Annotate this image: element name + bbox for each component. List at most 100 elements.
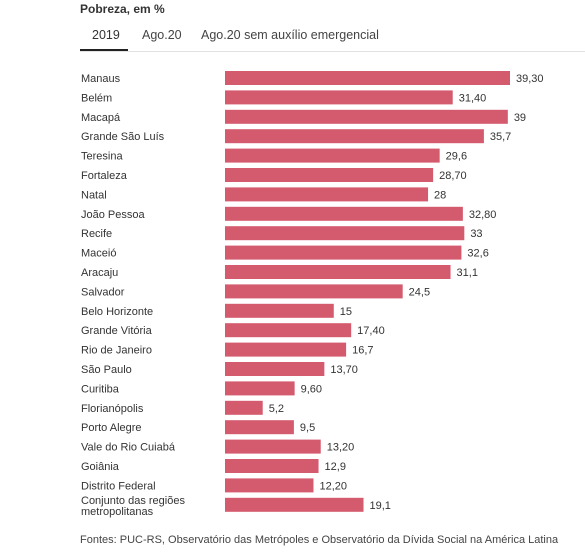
- value-label: 24,5: [409, 286, 430, 298]
- bar-row: Teresina 29,6: [81, 148, 467, 163]
- tabs-divider: [80, 51, 585, 52]
- bar: [225, 129, 484, 144]
- value-label: 28,70: [439, 170, 467, 182]
- bar: [225, 284, 403, 299]
- bar-row: Goiânia 12,9: [81, 459, 346, 473]
- bar-row: São Paulo 13,70: [81, 362, 358, 376]
- bar-row: Natal 28: [81, 187, 446, 202]
- tab-bar: 2019 Ago.20 Ago.20 sem auxílio emergenci…: [80, 22, 585, 52]
- category-label: Distrito Federal: [81, 480, 156, 492]
- bar-row: Maceió 32,6: [81, 245, 489, 260]
- value-label: 32,80: [469, 209, 497, 221]
- value-label: 17,40: [357, 325, 385, 337]
- source-note: Fontes: PUC-RS, Observatório das Metrópo…: [80, 534, 559, 546]
- category-label: Goiânia: [81, 461, 120, 473]
- value-label: 5,2: [269, 403, 284, 415]
- bar: [225, 245, 462, 260]
- bar: [225, 90, 453, 105]
- bar-row: Manaus 39,30: [81, 71, 544, 85]
- category-label: Belém: [81, 92, 112, 104]
- bar: [225, 226, 465, 241]
- category-label: Aracaju: [81, 267, 118, 279]
- bar-row: Grande São Luís 35,7: [81, 129, 511, 144]
- value-label: 12,20: [319, 480, 347, 492]
- active-tab-indicator: [80, 49, 128, 51]
- bar: [225, 478, 314, 493]
- bar: [225, 439, 321, 454]
- category-label: Grande São Luís: [81, 131, 165, 143]
- bar-row: Macapá 39: [81, 109, 526, 124]
- value-label: 19,1: [370, 500, 391, 512]
- tab-ago20-sem-auxilio[interactable]: Ago.20 sem auxílio emergencial: [201, 28, 379, 42]
- bar-row: Belo Horizonte 15: [81, 303, 352, 318]
- bar: [225, 109, 508, 124]
- bar: [225, 206, 463, 221]
- bar-row: Salvador 24,5: [81, 284, 430, 299]
- value-label: 32,6: [467, 248, 488, 260]
- value-label: 39: [514, 112, 526, 124]
- value-label: 31,40: [459, 92, 487, 104]
- bar: [225, 323, 352, 338]
- value-label: 15: [340, 306, 352, 318]
- bar-row: Recife 33: [81, 226, 483, 241]
- category-label: Florianópolis: [81, 403, 144, 415]
- category-label: Salvador: [81, 286, 125, 298]
- category-label: Porto Alegre: [81, 422, 142, 434]
- bar: [225, 459, 319, 473]
- category-label: Vale do Rio Cuiabá: [81, 442, 176, 454]
- value-label: 29,6: [446, 151, 467, 163]
- bar-row: Rio de Janeiro 16,7: [81, 342, 374, 357]
- bar: [225, 497, 364, 512]
- bar: [225, 400, 263, 415]
- value-label: 16,7: [352, 345, 373, 357]
- bar-row: Belém 31,40: [81, 90, 487, 105]
- value-label: 9,60: [301, 383, 322, 395]
- bar-row: Distrito Federal 12,20: [81, 478, 347, 493]
- bar: [225, 168, 434, 182]
- bar-row: Florianópolis 5,2: [81, 400, 284, 415]
- bar-row: Grande Vitória 17,40: [81, 323, 385, 338]
- category-label: Fortaleza: [81, 170, 128, 182]
- tab-2019[interactable]: 2019: [92, 28, 120, 42]
- bar-row: Vale do Rio Cuiabá 13,20: [81, 439, 355, 454]
- value-label: 12,9: [325, 461, 346, 473]
- category-label: São Paulo: [81, 364, 132, 376]
- bar-row: Fortaleza 28,70: [81, 168, 467, 182]
- value-label: 13,70: [330, 364, 358, 376]
- value-label: 28: [434, 189, 446, 201]
- category-label: Macapá: [81, 112, 121, 124]
- category-label: João Pessoa: [81, 209, 145, 221]
- value-label: 13,20: [327, 442, 355, 454]
- bar: [225, 265, 451, 279]
- bar-row: Porto Alegre 9,5: [81, 420, 315, 435]
- category-label: Maceió: [81, 248, 116, 260]
- bar-row: Aracaju 31,1: [81, 265, 478, 279]
- bar: [225, 381, 295, 396]
- category-label: Natal: [81, 189, 107, 201]
- bar-row: João Pessoa 32,80: [81, 206, 497, 221]
- bar: [225, 362, 325, 376]
- tab-ago20[interactable]: Ago.20: [142, 28, 182, 42]
- category-label: Rio de Janeiro: [81, 345, 152, 357]
- chart-title: Pobreza, em %: [80, 2, 165, 16]
- category-label: Curitiba: [81, 383, 120, 395]
- value-label: 31,1: [457, 267, 478, 279]
- bar: [225, 71, 510, 85]
- bar-row: Conjunto das regiões metropolitanas 19,1: [81, 495, 391, 518]
- bar: [225, 342, 347, 357]
- category-label: Manaus: [81, 73, 121, 85]
- value-label: 33: [470, 228, 482, 240]
- category-label: Recife: [81, 228, 112, 240]
- value-label: 9,5: [300, 422, 315, 434]
- bar: [225, 420, 294, 435]
- bar: [225, 148, 440, 163]
- category-label: Grande Vitória: [81, 325, 153, 337]
- bar: [225, 303, 334, 318]
- bar-row: Curitiba 9,60: [81, 381, 322, 396]
- value-label: 39,30: [516, 73, 544, 85]
- category-label: Belo Horizonte: [81, 306, 153, 318]
- category-label: Teresina: [81, 151, 123, 163]
- bar: [225, 187, 429, 202]
- category-label: Conjunto das regiões metropolitanas: [81, 495, 185, 518]
